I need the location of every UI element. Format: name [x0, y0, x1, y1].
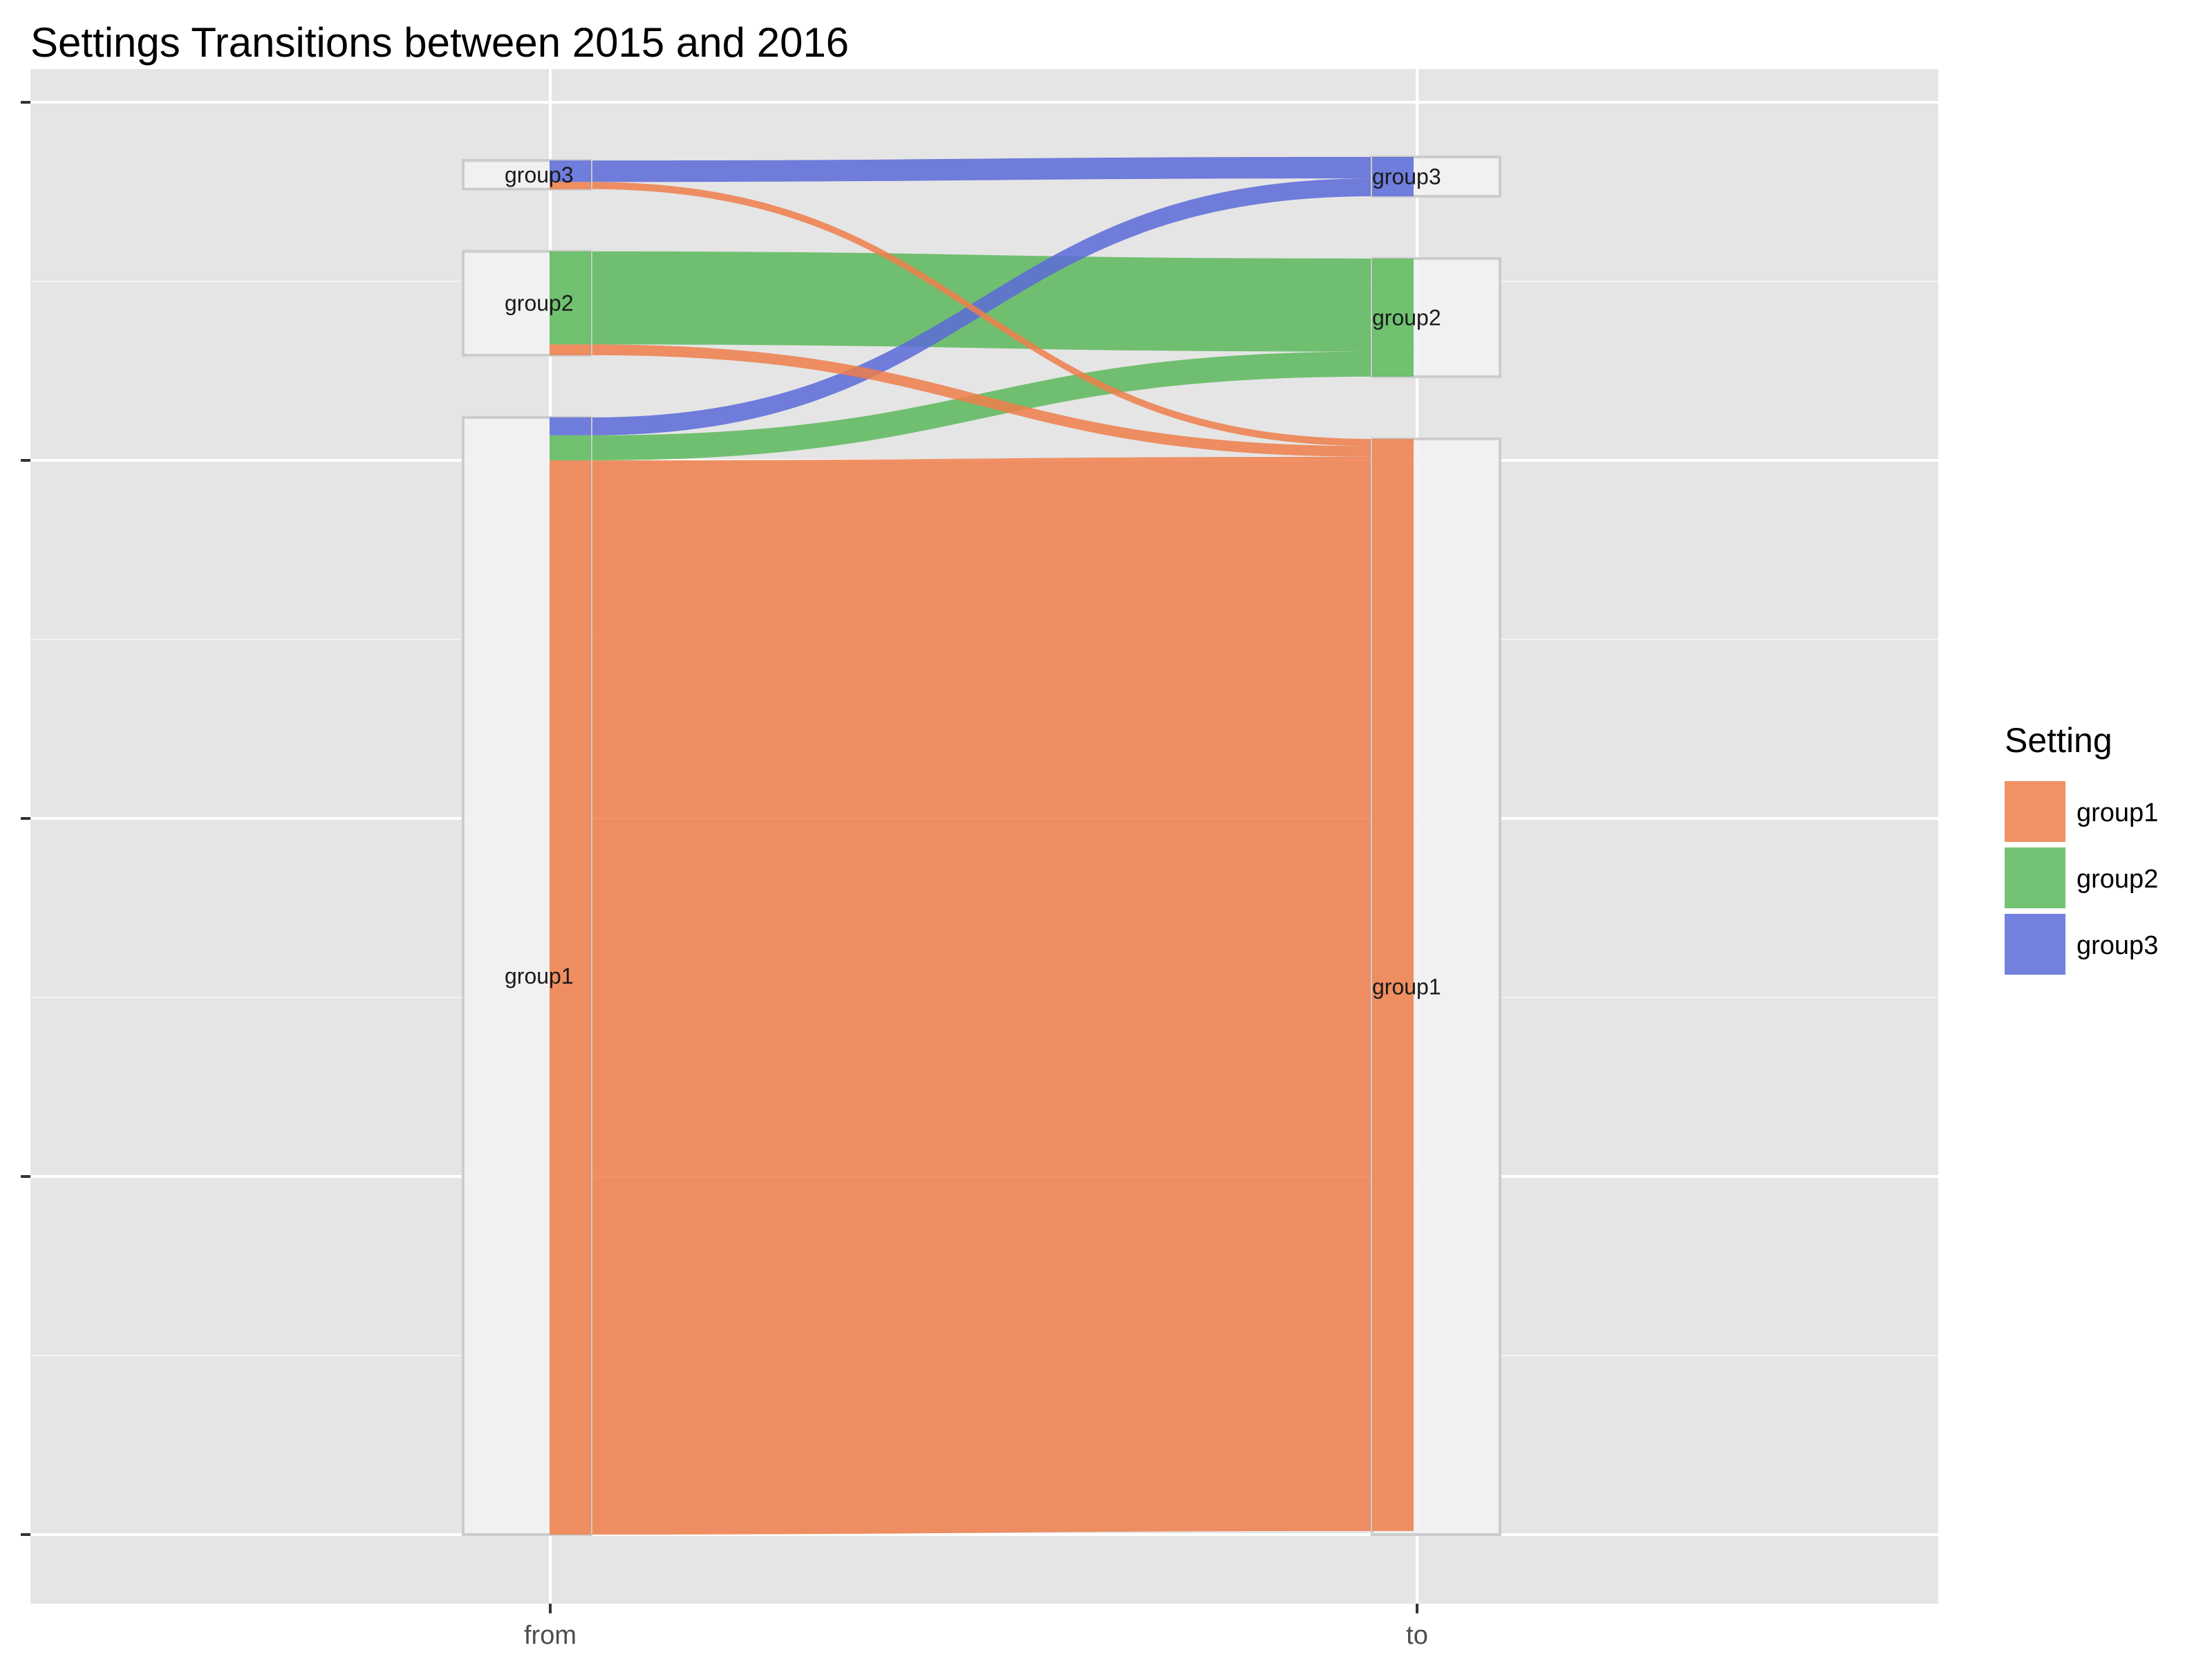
legend-label-group2: group2: [2077, 865, 2158, 894]
node-label-from-group1: group1: [505, 964, 574, 988]
y-axis-ticks: [21, 101, 30, 1536]
legend-label-group3: group3: [2077, 931, 2158, 960]
flow-cap-to-group2-group2: [1372, 258, 1414, 352]
x-tick-label-from: from: [524, 1621, 577, 1650]
flow-cap-from-group1-group2: [550, 435, 591, 460]
flow-cap-to-group1-group2: [1372, 351, 1414, 377]
flow-cap-to-group3-group3: [1372, 157, 1414, 179]
chart-title: Settings Transitions between 2015 and 20…: [30, 19, 849, 66]
nodes: group1 group2 group3 group1 group2 group3: [462, 156, 1501, 1537]
flow-cap-from-group2-group2: [550, 251, 591, 345]
legend: Setting group1 group2 group3: [2005, 721, 2158, 975]
flow-cap-to-group3-group1: [1372, 438, 1414, 447]
legend-label-group1: group1: [2077, 798, 2158, 827]
flow-cap-from-group2-group1: [550, 344, 591, 355]
x-tick-label-to: to: [1406, 1621, 1428, 1650]
flow-cap-to-group2-group1: [1372, 446, 1414, 457]
legend-key-group2: [2005, 847, 2065, 908]
flow-group1-to-group1: [550, 456, 1414, 1535]
flow-cap-from-group1-group1: [550, 460, 591, 1535]
flows: [550, 157, 1414, 1535]
flow-cap-from-group3-group3: [550, 160, 591, 182]
flow-cap-to-group1-group3: [1372, 178, 1414, 196]
flow-group3-to-group1: [550, 182, 1414, 447]
node-label-to-group1: group1: [1372, 974, 1441, 999]
node-label-from-group3: group3: [505, 162, 574, 187]
node-label-to-group2: group2: [1372, 305, 1441, 330]
flow-group2-to-group1: [550, 344, 1414, 457]
flow-cap-from-group1-group3: [550, 417, 591, 435]
legend-title: Setting: [2005, 721, 2112, 760]
node-label-to-group3: group3: [1372, 164, 1441, 189]
legend-key-group1: [2005, 781, 2065, 842]
node-label-from-group2: group2: [505, 291, 574, 316]
flow-cap-to-group1-group1: [1372, 456, 1414, 1531]
flow-group3-to-group3: [550, 157, 1414, 182]
flow-group1-to-group3: [550, 178, 1414, 435]
legend-key-group3: [2005, 914, 2065, 975]
flow-cap-from-group3-group1: [550, 182, 591, 189]
x-axis: from to: [524, 1604, 1428, 1650]
